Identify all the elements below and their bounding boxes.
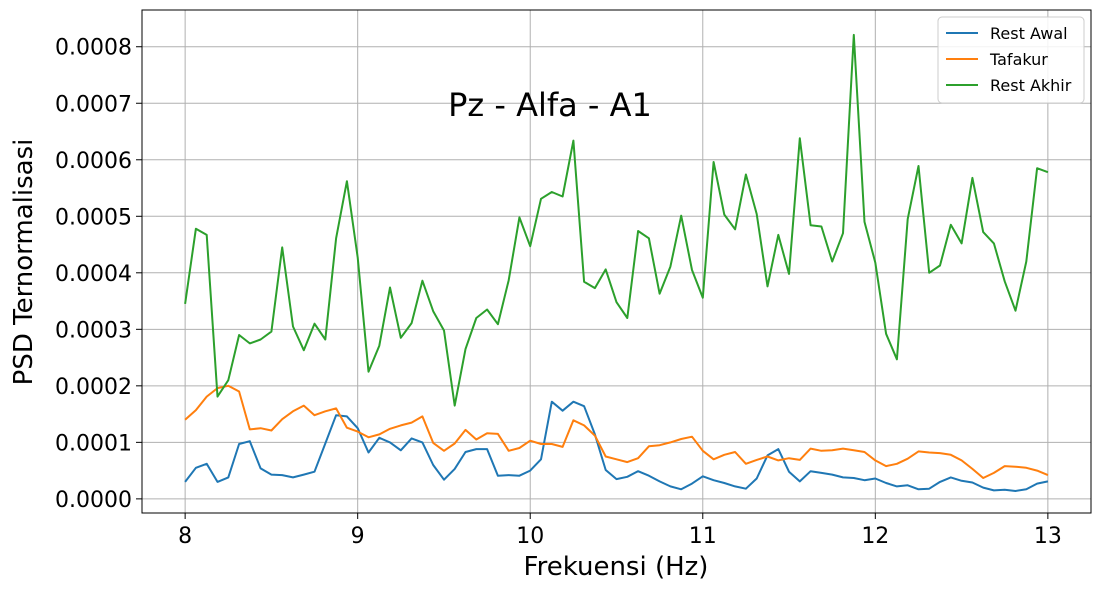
y-tick-label: 0.0001 [55, 431, 132, 456]
chart-title: Pz - Alfa - A1 [448, 86, 652, 124]
y-axis-label: PSD Ternormalisasi [9, 139, 39, 386]
grid-lines [142, 10, 1091, 513]
legend-box [937, 16, 1085, 104]
series-lines [184, 33, 1049, 492]
x-tick-label: 13 [1034, 524, 1062, 549]
y-tick-label: 0.0006 [55, 149, 132, 174]
plot-frame [141, 9, 1092, 514]
y-tick-label: 0.0005 [55, 205, 132, 230]
x-tick-label: 12 [861, 524, 889, 549]
legend-label: Rest Awal [990, 24, 1068, 43]
axis-ticks: 8 9 10 11 12 13 0.0000 0.0001 0.0002 0.0003 0.0004… [55, 36, 1062, 549]
y-tick-label: 0.0002 [55, 375, 132, 400]
y-tick-label: 0.0007 [55, 92, 132, 117]
legend: Rest Awal Tafakur Rest Akhir [937, 16, 1085, 104]
series-line-1 [184, 384, 1049, 479]
legend-label: Rest Akhir [990, 76, 1072, 95]
y-tick-label: 0.0000 [55, 488, 132, 513]
series-line-0 [184, 400, 1049, 492]
x-axis-label: Frekuensi (Hz) [524, 552, 709, 582]
x-tick-label: 8 [178, 524, 192, 549]
legend-label: Tafakur [989, 50, 1048, 69]
y-tick-label: 0.0004 [55, 262, 132, 287]
x-tick-label: 10 [516, 524, 544, 549]
series-line-2 [184, 33, 1049, 407]
x-tick-label: 9 [351, 524, 365, 549]
y-tick-label: 0.0008 [55, 36, 132, 61]
y-tick-label: 0.0003 [55, 318, 132, 343]
x-tick-label: 11 [689, 524, 717, 549]
